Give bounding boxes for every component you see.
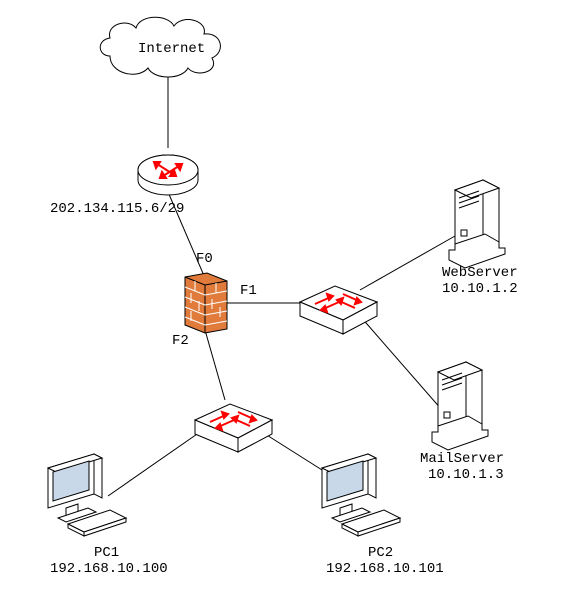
mailserver-ip: 10.10.1.3 (428, 466, 504, 484)
switch-dmz-icon (300, 286, 377, 334)
pc2-icon (322, 454, 400, 536)
firewall-icon (185, 273, 227, 333)
firewall-port-f2: F2 (172, 332, 189, 350)
firewall-port-f1: F1 (240, 282, 257, 300)
edge-switchdmz-mail (360, 316, 442, 410)
edge-firewall-switchlan (205, 330, 225, 400)
edge-switchlan-pc1 (108, 432, 200, 496)
webserver-ip: 10.10.1.2 (442, 280, 518, 298)
pc1-icon (48, 454, 126, 536)
edges (108, 72, 455, 496)
internet-label: Internet (138, 40, 205, 58)
mailserver-icon (432, 362, 488, 450)
router-address-label: 202.134.115.6/29 (50, 200, 184, 218)
router-icon (138, 155, 198, 195)
firewall-port-f0: F0 (196, 250, 213, 268)
pc2-ip: 192.168.10.101 (326, 560, 444, 578)
webserver-icon (449, 180, 505, 268)
edge-switchdmz-web (360, 236, 455, 290)
switch-lan-icon (195, 404, 272, 452)
pc1-ip: 192.168.10.100 (50, 560, 168, 578)
